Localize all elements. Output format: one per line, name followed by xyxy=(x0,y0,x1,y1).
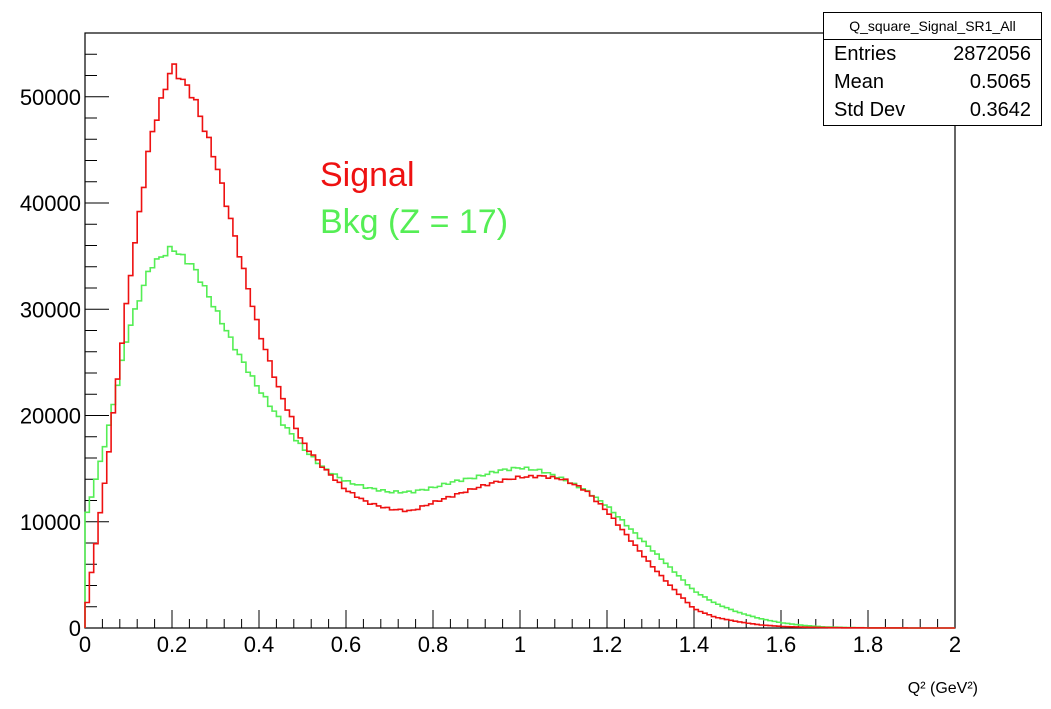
series-layer xyxy=(84,63,955,629)
series-bkg-line xyxy=(84,245,955,629)
x-tick-label: 1 xyxy=(514,632,526,657)
stats-label-mean: Mean xyxy=(834,71,885,93)
stats-label-entries: Entries xyxy=(834,43,897,65)
legend-bkg: Bkg (Z = 17) xyxy=(320,203,508,241)
y-tick-label: 40000 xyxy=(20,191,81,216)
x-axis-ticks: 0 0.2 0.4 0.6 0.8 1 1.2 1.4 1.6 1.8 2 xyxy=(79,610,961,657)
x-tick-label: 0.2 xyxy=(157,632,188,657)
y-tick-label: 0 xyxy=(69,616,81,641)
stats-box: Q_square_Signal_SR1_All Entries 2872056 … xyxy=(823,12,1042,126)
x-tick-label: 0 xyxy=(79,632,91,657)
stats-row-entries: Entries 2872056 xyxy=(824,40,1041,68)
x-tick-label: 1.6 xyxy=(766,632,797,657)
stats-value-entries: 2872056 xyxy=(953,43,1031,65)
stats-value-mean: 0.5065 xyxy=(969,71,1031,93)
x-tick-label: 1.4 xyxy=(679,632,710,657)
stats-title: Q_square_Signal_SR1_All xyxy=(824,13,1041,40)
stats-row-mean: Mean 0.5065 xyxy=(824,68,1041,96)
x-tick-label: 2 xyxy=(949,632,961,657)
series-signal-line xyxy=(84,63,955,629)
x-tick-label: 1.8 xyxy=(853,632,884,657)
x-tick-label: 1.2 xyxy=(592,632,623,657)
x-tick-label: 0.4 xyxy=(244,632,275,657)
x-tick-label: 0.8 xyxy=(418,632,449,657)
y-tick-label: 10000 xyxy=(20,510,81,535)
stats-row-stddev: Std Dev 0.3642 xyxy=(824,96,1041,124)
stats-value-stddev: 0.3642 xyxy=(969,99,1031,121)
y-tick-label: 20000 xyxy=(20,404,81,429)
y-tick-label: 50000 xyxy=(20,85,81,110)
stats-label-stddev: Std Dev xyxy=(834,99,906,121)
y-tick-label: 30000 xyxy=(20,297,81,322)
x-axis-title: Q² (GeV²) xyxy=(908,680,978,697)
y-axis-ticks: 0 10000 20000 30000 40000 50000 xyxy=(20,32,109,641)
x-tick-label: 0.6 xyxy=(331,632,362,657)
legend-signal: Signal xyxy=(320,156,415,194)
